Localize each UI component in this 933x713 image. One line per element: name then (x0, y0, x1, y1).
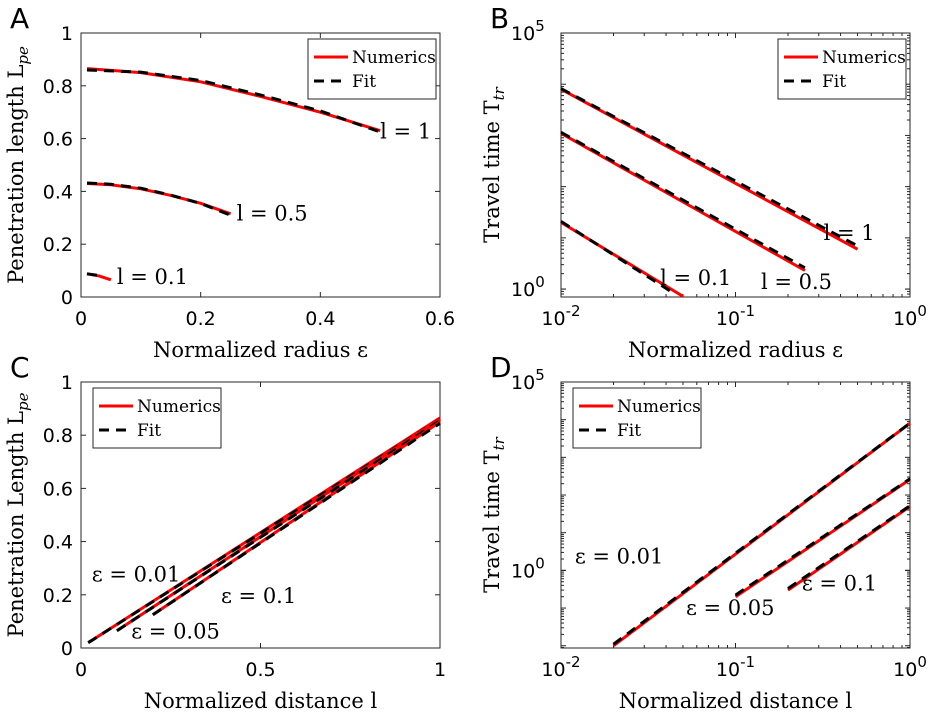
curve-annotation: l = 0.5 (237, 201, 308, 225)
axes-frame (80, 32, 441, 298)
x-tick-label: 100 (893, 653, 927, 681)
y-axis-label: Travel time Ttr (480, 436, 508, 592)
curve-annotation: l = 1 (380, 120, 431, 144)
panel-letter: B (490, 2, 509, 35)
y-tick-label: 1 (61, 23, 73, 45)
series-fit-line (787, 504, 911, 590)
legend-entry: Numerics (617, 397, 701, 417)
x-tick-label: 0 (75, 659, 87, 681)
curve-annotation: ε = 0.1 (221, 584, 296, 608)
legend-box (777, 38, 907, 100)
x-axis-label: Normalized radius ε (153, 338, 368, 362)
x-axis-label: Normalized distance l (144, 689, 378, 713)
curve-annotation: ε = 0.01 (575, 545, 664, 569)
legend-entry: Numerics (822, 48, 906, 68)
x-axis-label: Normalized distance l (619, 689, 853, 713)
x-tick-label: 100 (893, 302, 927, 330)
y-tick-label: 0.8 (43, 76, 73, 98)
x-tick-label: 10-1 (716, 302, 755, 330)
curve-annotation: l = 1 (824, 221, 875, 245)
panel-D: D 10-2 10-1 100 100 105 Normalized distance l T… (480, 351, 927, 713)
x-tick-label: 10-1 (716, 653, 755, 681)
legend-entry: Numerics (352, 48, 436, 68)
y-tick-label: 0.6 (43, 129, 73, 151)
x-tick-label: 0.2 (186, 308, 216, 330)
y-axis-label: Travel time Ttr (480, 86, 508, 242)
series-fit-line (86, 68, 381, 134)
legend: Numerics Fit (777, 38, 907, 100)
x-tick-label: 1 (434, 659, 446, 681)
panel-A: A 0 0.2 0.4 0.6 0 0.2 0.4 0.6 0.8 1 Normalized radi… (4, 2, 455, 362)
panel-C: C 0 0.5 1 0 0.2 0.4 0.6 0.8 1 Normalized distance … (4, 351, 446, 713)
series-fit-line (560, 220, 676, 296)
legend-entry: Fit (822, 72, 846, 92)
y-tick-label: 0.4 (43, 181, 73, 203)
legend-box (92, 387, 222, 449)
y-tick-label: 0.4 (43, 532, 73, 554)
legend-entry: Numerics (137, 397, 221, 417)
y-tick-label: 0.2 (43, 585, 73, 607)
series-fit-line (151, 421, 441, 617)
x-tick-label: 0.5 (245, 659, 275, 681)
series-numerics-line (86, 182, 232, 216)
y-axis-label: Penetration Length Lpe (4, 392, 32, 637)
y-tick-label: 0.2 (43, 234, 73, 256)
x-tick-label: 0.6 (425, 308, 455, 330)
panel-letter: D (490, 351, 512, 384)
y-tick-label: 0 (61, 287, 73, 309)
y-tick-label: 105 (511, 366, 545, 394)
curve-annotation: l = 0.5 (761, 270, 832, 294)
legend-box (572, 387, 702, 449)
x-tick-label: 0 (75, 308, 87, 330)
series-fit-line (560, 87, 859, 248)
curve-annotation: ε = 0.1 (802, 572, 877, 596)
legend-entry: Fit (352, 72, 376, 92)
legend-entry: Fit (137, 421, 161, 441)
series-numerics-line (560, 87, 859, 251)
curve-annotation: l = 0.1 (117, 265, 188, 289)
y-tick-label: 0.6 (43, 478, 73, 500)
series-fit-line (612, 421, 911, 646)
legend: Numerics Fit (307, 38, 437, 100)
legend-entry: Fit (617, 421, 641, 441)
curve-annotation: l = 0.1 (660, 266, 731, 290)
series-fit-line (86, 181, 232, 217)
panel-letter: A (10, 2, 29, 35)
y-tick-label: 0 (61, 638, 73, 660)
legend: Numerics Fit (572, 387, 702, 449)
y-tick-label: 100 (511, 554, 545, 582)
curve-annotation: ε = 0.05 (686, 596, 775, 620)
curve-annotation: ε = 0.01 (92, 563, 181, 587)
series-fit-line (86, 272, 100, 278)
series-numerics-line (560, 131, 806, 272)
series-fit-line (116, 419, 441, 632)
x-axis-label: Normalized radius ε (628, 338, 843, 362)
y-tick-label: 0.8 (43, 425, 73, 447)
curve-annotation: ε = 0.05 (131, 620, 220, 644)
x-tick-label: 10-2 (541, 302, 580, 330)
legend: Numerics Fit (92, 387, 222, 449)
y-tick-label: 105 (511, 17, 545, 45)
y-axis-label: Penetration length Lpe (4, 46, 32, 284)
series-fit-line (734, 477, 911, 597)
legend-box (307, 38, 437, 100)
panel-B: B 10-2 10-1 100 100 105 Normalized radius ε Tra… (480, 2, 927, 362)
x-tick-label: 10-2 (541, 653, 580, 681)
x-tick-label: 0.4 (305, 308, 335, 330)
panel-letter: C (10, 351, 30, 384)
y-tick-label: 1 (61, 372, 73, 394)
y-tick-label: 100 (511, 273, 545, 301)
series-fit-line (560, 130, 806, 270)
